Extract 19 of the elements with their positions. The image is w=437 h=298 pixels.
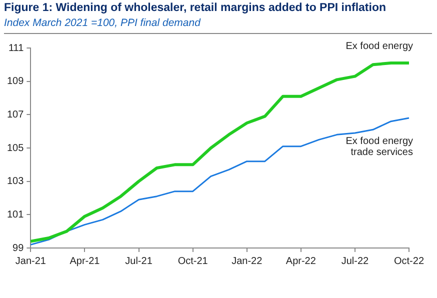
series-label: Ex food energy [346,41,413,52]
x-tick-label: Apr-22 [286,256,316,267]
y-tick-label: 109 [6,76,24,88]
chart-title: Figure 1: Widening of wholesaler, retail margins added to PPI inflation [4,2,386,14]
x-tick-label: Jul-21 [125,256,153,267]
x-tick-label: Jan-22 [232,256,263,267]
y-tick-label: 103 [6,176,24,188]
x-tick-label: Oct-22 [394,256,424,267]
x-tick-label: Apr-21 [70,256,100,267]
y-tick-label: 111 [8,42,24,54]
y-tick-label: 99 [12,242,24,254]
series-label: Ex food energy trade services [346,136,413,158]
y-tick-label: 105 [6,142,24,154]
x-tick-label: Jul-22 [341,256,370,267]
chart-subtitle: Index March 2021 =100, PPI final demand [4,17,200,29]
y-tick-label: 101 [6,209,24,220]
x-tick-label: Oct-21 [178,256,208,267]
y-tick-label: 107 [6,109,24,120]
x-tick-label: Jan-21 [15,256,46,267]
